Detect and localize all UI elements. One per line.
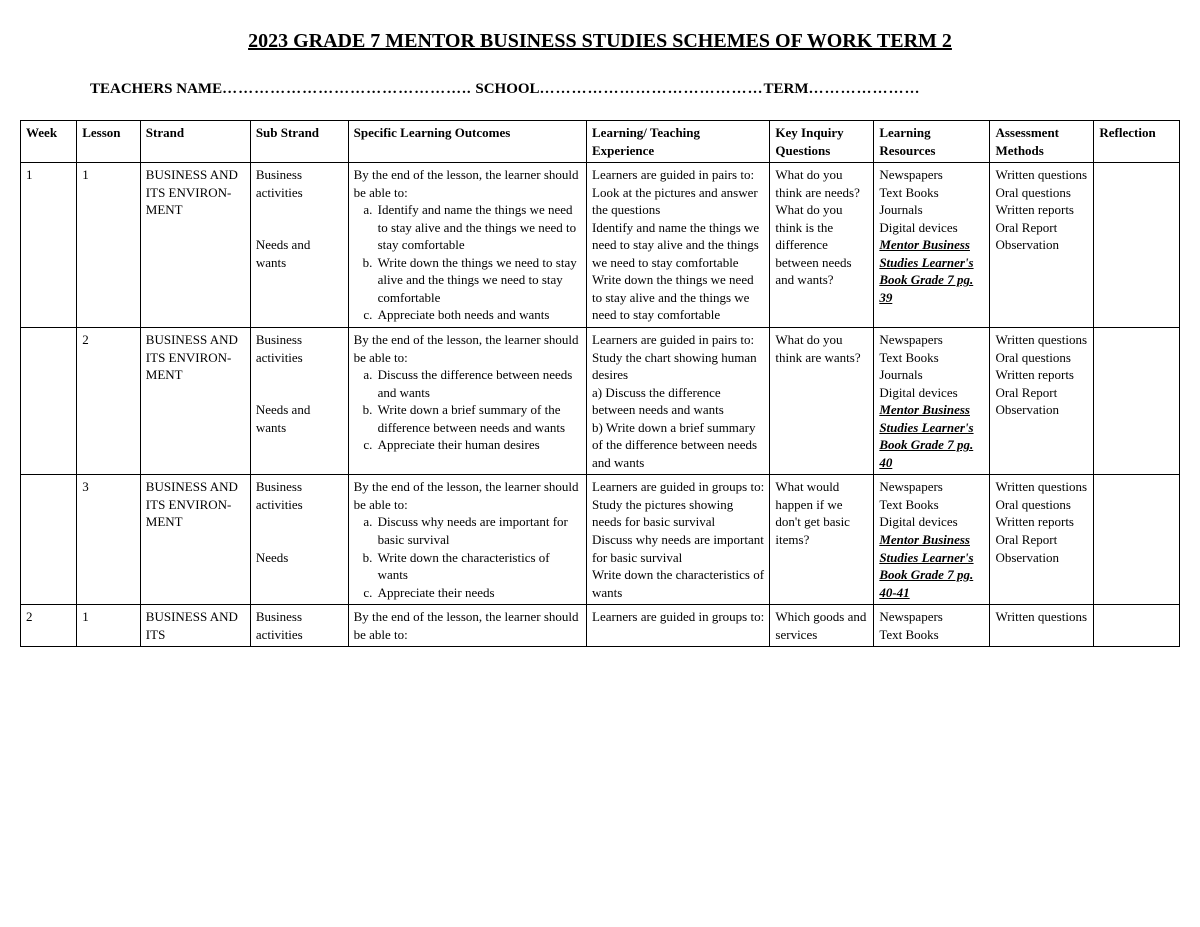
table-row: 3BUSINESS AND ITS ENVIRON-MENTBusiness a… <box>21 475 1180 605</box>
cell-reflection <box>1094 605 1180 647</box>
cell-sub-strand: Business activitiesNeeds <box>250 475 348 605</box>
scheme-table: Week Lesson Strand Sub Strand Specific L… <box>20 120 1180 647</box>
teachers-name-label: TEACHERS NAME <box>90 81 222 97</box>
cell-kiq: What do you think are needs?What do you … <box>770 163 874 328</box>
cell-assessment: Written questionsOral questionsWritten r… <box>990 163 1094 328</box>
table-row: 11BUSINESS AND ITS ENVIRON-MENTBusiness … <box>21 163 1180 328</box>
col-res: Learning Resources <box>874 121 990 163</box>
cell-slo: By the end of the lesson, the learner sh… <box>348 328 586 475</box>
cell-strand: BUSINESS AND ITS ENVIRON-MENT <box>140 163 250 328</box>
col-lesson: Lesson <box>77 121 141 163</box>
cell-kiq: What do you think are wants? <box>770 328 874 475</box>
term-label: TERM <box>764 81 809 97</box>
cell-slo: By the end of the lesson, the learner sh… <box>348 475 586 605</box>
subheader-line: TEACHERS NAME……………………………………….. SCHOOL………… <box>90 81 1180 98</box>
cell-lte: Learners are guided in groups to: <box>587 605 770 647</box>
col-week: Week <box>21 121 77 163</box>
col-lte: Learning/ Teaching Experience <box>587 121 770 163</box>
cell-reflection <box>1094 475 1180 605</box>
cell-week <box>21 328 77 475</box>
cell-assessment: Written questionsOral questionsWritten r… <box>990 475 1094 605</box>
term-dots: ………………… <box>809 81 921 97</box>
cell-reflection <box>1094 328 1180 475</box>
cell-lesson: 2 <box>77 328 141 475</box>
cell-week <box>21 475 77 605</box>
cell-resources: NewspapersText BooksJournalsDigital devi… <box>874 163 990 328</box>
cell-kiq: Which goods and services <box>770 605 874 647</box>
cell-week: 2 <box>21 605 77 647</box>
cell-resources: NewspapersText Books <box>874 605 990 647</box>
cell-sub-strand: Business activities <box>250 605 348 647</box>
cell-lesson: 1 <box>77 605 141 647</box>
col-strand: Strand <box>140 121 250 163</box>
cell-strand: BUSINESS AND ITS ENVIRON-MENT <box>140 475 250 605</box>
page-title: 2023 GRADE 7 MENTOR BUSINESS STUDIES SCH… <box>20 30 1180 53</box>
table-header-row: Week Lesson Strand Sub Strand Specific L… <box>21 121 1180 163</box>
cell-strand: BUSINESS AND ITS <box>140 605 250 647</box>
cell-assessment: Written questionsOral questionsWritten r… <box>990 328 1094 475</box>
col-sub: Sub Strand <box>250 121 348 163</box>
col-kiq: Key Inquiry Questions <box>770 121 874 163</box>
school-label: SCHOOL <box>475 81 539 97</box>
cell-assessment: Written questions <box>990 605 1094 647</box>
cell-strand: BUSINESS AND ITS ENVIRON-MENT <box>140 328 250 475</box>
cell-resources: NewspapersText BooksJournalsDigital devi… <box>874 328 990 475</box>
school-dots: …………………………………… <box>540 81 764 97</box>
cell-week: 1 <box>21 163 77 328</box>
col-ass: Assessment Methods <box>990 121 1094 163</box>
cell-sub-strand: Business activitiesNeeds and wants <box>250 163 348 328</box>
table-row: 2BUSINESS AND ITS ENVIRON-MENTBusiness a… <box>21 328 1180 475</box>
cell-lesson: 1 <box>77 163 141 328</box>
cell-sub-strand: Business activitiesNeeds and wants <box>250 328 348 475</box>
cell-slo: By the end of the lesson, the learner sh… <box>348 605 586 647</box>
cell-resources: NewspapersText BooksDigital devicesMento… <box>874 475 990 605</box>
cell-lesson: 3 <box>77 475 141 605</box>
cell-lte: Learners are guided in groups to:Study t… <box>587 475 770 605</box>
cell-reflection <box>1094 163 1180 328</box>
col-ref: Reflection <box>1094 121 1180 163</box>
teachers-name-dots: ……………………………………….. <box>222 81 472 97</box>
col-slo: Specific Learning Outcomes <box>348 121 586 163</box>
table-row: 21BUSINESS AND ITSBusiness activitiesBy … <box>21 605 1180 647</box>
cell-kiq: What would happen if we don't get basic … <box>770 475 874 605</box>
cell-lte: Learners are guided in pairs to:Look at … <box>587 163 770 328</box>
cell-lte: Learners are guided in pairs to:Study th… <box>587 328 770 475</box>
cell-slo: By the end of the lesson, the learner sh… <box>348 163 586 328</box>
